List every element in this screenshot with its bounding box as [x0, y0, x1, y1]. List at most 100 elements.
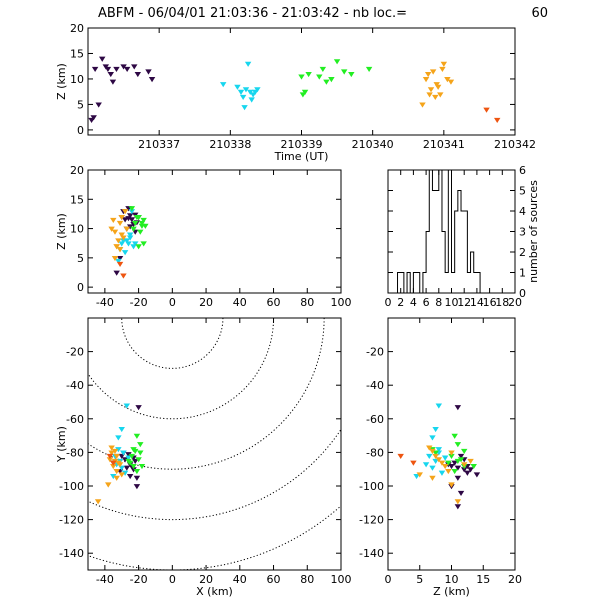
- y-tick-label: -60: [366, 413, 384, 426]
- y-tick-label: -40: [66, 379, 84, 392]
- source-point: [134, 485, 139, 489]
- x-tick-label: 80: [300, 573, 314, 586]
- x-tick-label: 210341: [423, 138, 465, 151]
- x-tick-label: 100: [331, 296, 352, 309]
- source-point: [440, 67, 445, 71]
- points: [89, 57, 500, 122]
- source-point: [132, 65, 137, 69]
- source-point: [427, 454, 432, 458]
- y-tick-label: 5: [77, 98, 84, 111]
- source-point: [306, 72, 311, 76]
- x-tick-label: 210342: [494, 138, 536, 151]
- source-point: [138, 230, 143, 234]
- chart-hist: 0 2 4 6 8 1012141618200123456number of source…: [385, 164, 541, 309]
- source-point: [455, 476, 460, 480]
- source-point: [495, 118, 500, 122]
- y-tick-label: -80: [66, 446, 84, 459]
- y-tick-label: 0: [519, 287, 526, 300]
- x-tick-label: 2: [397, 296, 404, 309]
- x-tick-label: 0: [169, 296, 176, 309]
- source-point: [123, 218, 128, 222]
- source-point: [484, 108, 489, 112]
- y-tick-label: -100: [59, 480, 84, 493]
- source-point: [455, 500, 460, 504]
- chart-zy: 0 5 10 15 20 -140 -120 -100 -80 -60 -40 -20 Z (km): [359, 318, 522, 598]
- source-point: [146, 70, 151, 74]
- y-tick-label: 2: [519, 246, 526, 259]
- source-point: [349, 72, 354, 76]
- y-tick-label: -80: [366, 446, 384, 459]
- source-point: [118, 221, 123, 225]
- source-point: [124, 466, 129, 470]
- source-point: [446, 469, 451, 473]
- y-tick-label: -140: [59, 547, 84, 560]
- source-point: [134, 476, 139, 480]
- source-point: [134, 434, 139, 438]
- y-tick-label: 6: [519, 164, 526, 177]
- source-point: [118, 248, 123, 252]
- points: [398, 404, 479, 509]
- source-point: [367, 67, 372, 71]
- histogram-outline: [398, 170, 481, 293]
- source-point: [426, 72, 431, 76]
- x-tick-label: 20: [508, 573, 522, 586]
- source-point: [455, 505, 460, 509]
- source-point: [116, 436, 121, 440]
- x-tick-label: 6: [423, 296, 430, 309]
- source-point: [433, 95, 438, 99]
- source-point: [424, 463, 429, 467]
- y-tick-label: -20: [366, 346, 384, 359]
- y-tick-label: 5: [519, 185, 526, 198]
- source-point: [324, 80, 329, 84]
- x-tick-label: -20: [130, 573, 148, 586]
- x-tick-label: 210338: [209, 138, 251, 151]
- source-point: [436, 85, 441, 89]
- x-tick-label: 15: [476, 573, 490, 586]
- x-tick-label: 5: [416, 573, 423, 586]
- y-tick-label: 15: [70, 193, 84, 206]
- x-tick-label: -40: [96, 573, 114, 586]
- source-point: [430, 436, 435, 440]
- x-tick-label: -20: [130, 296, 148, 309]
- y-tick-label: -20: [66, 346, 84, 359]
- y-tick-label: -60: [66, 413, 84, 426]
- source-point: [128, 474, 133, 478]
- source-point: [455, 443, 460, 447]
- source-point: [235, 85, 240, 89]
- y-tick-label: -100: [359, 480, 384, 493]
- source-point: [150, 77, 155, 81]
- source-point: [411, 461, 416, 465]
- source-point: [430, 476, 435, 480]
- x-tick-label: 100: [331, 573, 352, 586]
- x-tick-label: 210337: [138, 138, 180, 151]
- chart-xz: -40 -20 0 20 40 60 80 100 0 5 10 15 20 Z (km): [55, 164, 352, 309]
- source-point: [114, 476, 119, 480]
- source-point: [106, 483, 111, 487]
- source-point: [119, 473, 124, 477]
- x-tick-label: 4: [410, 296, 417, 309]
- y-tick-label: -120: [59, 514, 84, 527]
- source-point: [119, 427, 124, 431]
- x-tick-label: 20: [199, 296, 213, 309]
- source-point: [96, 103, 101, 107]
- source-point: [105, 67, 110, 71]
- y-tick-label: -140: [359, 547, 384, 560]
- y-tick-label: 10: [70, 73, 84, 86]
- source-point: [93, 67, 98, 71]
- source-point: [433, 427, 438, 431]
- source-point: [246, 62, 251, 66]
- figure-title: ABFM - 06/04/01 21:03:36 - 21:03:42 - nb…: [98, 6, 407, 21]
- y-tick-label: 5: [77, 252, 84, 265]
- x-axis-label: Z (km): [433, 585, 470, 598]
- source-point: [121, 274, 126, 278]
- source-point: [111, 218, 116, 222]
- source-point: [465, 471, 470, 475]
- y-tick-label: -120: [359, 514, 384, 527]
- source-point: [459, 491, 464, 495]
- source-point: [249, 98, 254, 102]
- source-point: [135, 72, 140, 76]
- source-point: [139, 464, 144, 468]
- x-tick-label: 0: [385, 296, 392, 309]
- x-tick-label: 210340: [352, 138, 394, 151]
- source-point: [431, 70, 436, 74]
